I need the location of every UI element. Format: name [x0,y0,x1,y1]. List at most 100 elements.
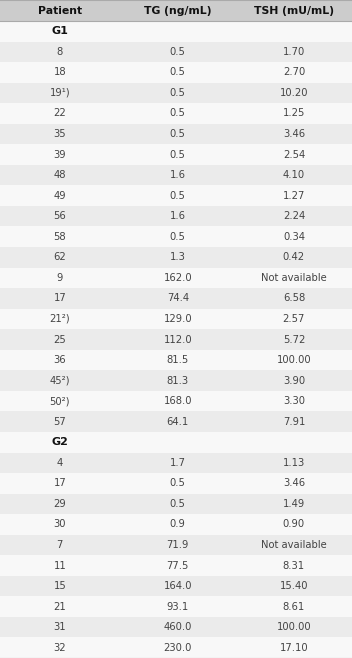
Text: 22: 22 [54,109,66,118]
Text: G2: G2 [51,438,68,447]
Bar [0,638,352,658]
Text: 164.0: 164.0 [164,581,192,591]
Text: 21²): 21²) [50,314,70,324]
Bar [0,514,352,535]
Text: Not available: Not available [261,273,327,283]
Bar [0,494,352,514]
Text: 25: 25 [54,334,66,345]
Text: 71.9: 71.9 [166,540,189,550]
Text: 129.0: 129.0 [163,314,192,324]
Text: 0.5: 0.5 [170,129,186,139]
Text: 3.90: 3.90 [283,376,305,386]
Text: 1.27: 1.27 [283,191,305,201]
Bar [0,432,352,453]
Text: 15.40: 15.40 [280,581,308,591]
Text: 0.5: 0.5 [170,191,186,201]
Text: 100.00: 100.00 [277,355,311,365]
Text: 49: 49 [54,191,66,201]
Text: 93.1: 93.1 [166,601,189,612]
Text: 2.57: 2.57 [283,314,305,324]
Text: 0.9: 0.9 [170,519,186,530]
Bar [0,83,352,103]
Text: 1.6: 1.6 [170,211,186,221]
Text: 168.0: 168.0 [164,396,192,406]
Text: 0.5: 0.5 [170,478,186,488]
Text: 6.58: 6.58 [283,293,305,303]
Bar [0,391,352,411]
Text: 50²): 50²) [50,396,70,406]
Bar [0,41,352,62]
Bar [0,473,352,494]
Bar [0,411,352,432]
Text: 62: 62 [54,252,66,263]
Text: 3.46: 3.46 [283,129,305,139]
Text: 460.0: 460.0 [164,622,192,632]
Text: 9: 9 [57,273,63,283]
Text: 1.13: 1.13 [283,458,305,468]
Bar [0,370,352,391]
Bar [0,555,352,576]
Text: 162.0: 162.0 [163,273,192,283]
Text: 8: 8 [57,47,63,57]
Text: 11: 11 [54,561,66,570]
Text: 21: 21 [54,601,66,612]
Text: 0.5: 0.5 [170,149,186,159]
Text: 112.0: 112.0 [163,334,192,345]
Text: 1.49: 1.49 [283,499,305,509]
Bar [0,0,352,21]
Text: 19¹): 19¹) [50,88,70,98]
Bar [0,226,352,247]
Text: 0.5: 0.5 [170,47,186,57]
Bar [0,144,352,165]
Text: 1.6: 1.6 [170,170,186,180]
Text: 57: 57 [54,417,66,426]
Text: 17: 17 [54,478,66,488]
Text: 0.5: 0.5 [170,88,186,98]
Text: 0.5: 0.5 [170,232,186,241]
Text: 29: 29 [54,499,66,509]
Bar [0,617,352,638]
Bar [0,288,352,309]
Text: Not available: Not available [261,540,327,550]
Text: 39: 39 [54,149,66,159]
Text: 1.70: 1.70 [283,47,305,57]
Text: 56: 56 [54,211,66,221]
Text: 0.5: 0.5 [170,109,186,118]
Text: TSH (mU/mL): TSH (mU/mL) [254,5,334,16]
Text: 74.4: 74.4 [167,293,189,303]
Text: 0.5: 0.5 [170,67,186,78]
Text: 17.10: 17.10 [279,643,308,653]
Text: G1: G1 [51,26,68,36]
Text: 2.24: 2.24 [283,211,305,221]
Bar [0,186,352,206]
Text: 64.1: 64.1 [166,417,189,426]
Text: 48: 48 [54,170,66,180]
Bar [0,576,352,596]
Text: 30: 30 [54,519,66,530]
Text: 2.70: 2.70 [283,67,305,78]
Bar [0,165,352,186]
Bar [0,453,352,473]
Bar [0,247,352,268]
Text: 230.0: 230.0 [164,643,192,653]
Bar [0,350,352,370]
Text: 10.20: 10.20 [280,88,308,98]
Text: 0.42: 0.42 [283,252,305,263]
Bar [0,103,352,124]
Bar [0,206,352,226]
Text: 81.3: 81.3 [167,376,189,386]
Text: 100.00: 100.00 [277,622,311,632]
Text: 35: 35 [54,129,66,139]
Text: 18: 18 [54,67,66,78]
Bar [0,21,352,41]
Text: 58: 58 [54,232,66,241]
Text: 0.5: 0.5 [170,499,186,509]
Text: 77.5: 77.5 [166,561,189,570]
Bar [0,596,352,617]
Text: 7.91: 7.91 [283,417,305,426]
Text: 7: 7 [57,540,63,550]
Text: 5.72: 5.72 [283,334,305,345]
Text: 0.90: 0.90 [283,519,305,530]
Text: 32: 32 [54,643,66,653]
Text: Patient: Patient [38,5,82,16]
